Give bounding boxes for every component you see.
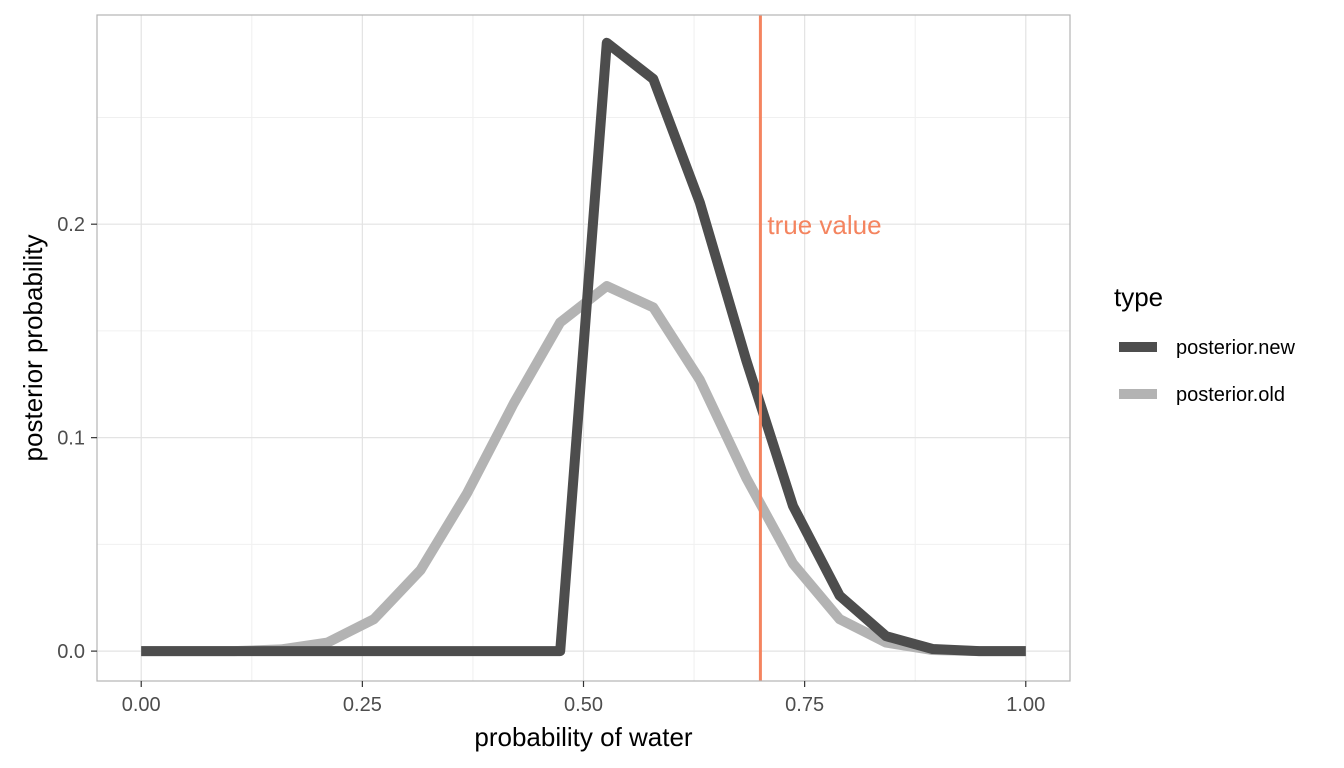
x-tick-label: 0.50 [564,694,603,716]
x-tick-label: 0.25 [343,694,382,716]
x-axis-title: probability of water [474,722,693,752]
y-tick-label: 0.0 [57,641,85,663]
series-line-posterior-new [141,37,1026,657]
x-tick-label: 0.00 [122,694,161,716]
legend-label-posterior-old: posterior.old [1176,384,1285,406]
series-layer [141,37,1026,657]
y-axis: 0.0 0.1 0.2 [57,214,97,663]
y-tick-label: 0.1 [57,428,85,450]
x-axis: 0.00 0.25 0.50 0.75 1.00 [122,681,1045,716]
x-tick-label: 1.00 [1006,694,1045,716]
annotation-layer: true value [758,15,882,681]
legend: type posterior.new posterior.old [1114,282,1296,406]
y-tick-label: 0.2 [57,214,85,236]
legend-label-posterior-new: posterior.new [1176,337,1296,359]
x-tick-label: 0.75 [785,694,824,716]
y-axis-title: posterior probability [18,235,48,462]
true-value-label: true value [767,210,881,240]
legend-title: type [1114,282,1163,312]
